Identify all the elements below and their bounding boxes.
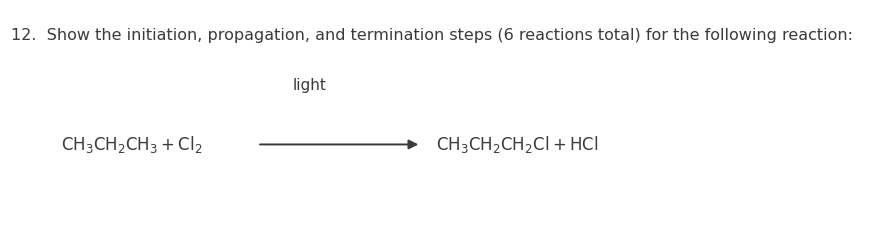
Text: $\mathregular{CH_3CH_2CH_3 + Cl_2}$: $\mathregular{CH_3CH_2CH_3 + Cl_2}$ bbox=[61, 134, 202, 155]
Text: 12.  Show the initiation, propagation, and termination steps (6 reactions total): 12. Show the initiation, propagation, an… bbox=[11, 28, 854, 43]
Text: light: light bbox=[293, 78, 326, 93]
Text: $\mathregular{CH_3CH_2CH_2Cl + HCl}$: $\mathregular{CH_3CH_2CH_2Cl + HCl}$ bbox=[436, 134, 598, 155]
